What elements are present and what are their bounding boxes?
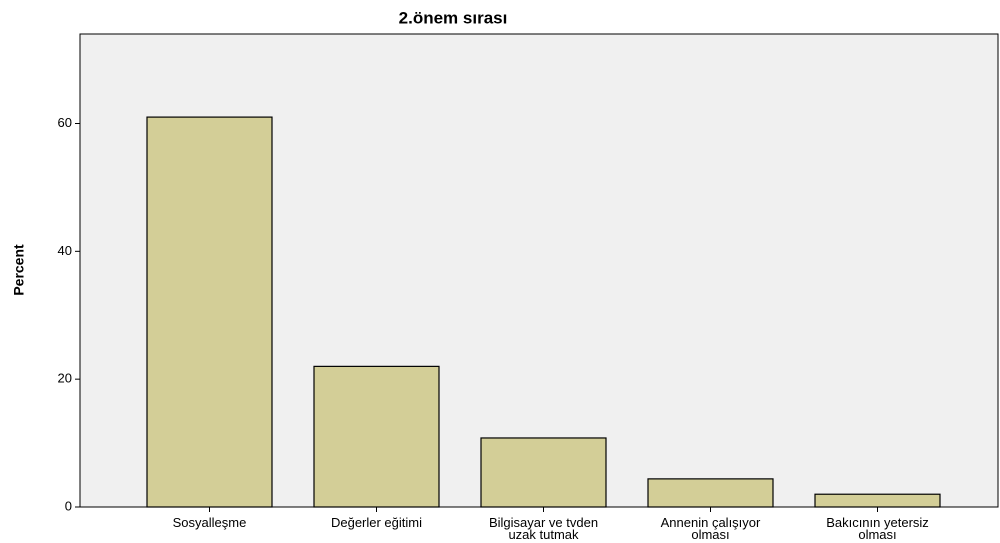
x-tick-label: Bilgisayar ve tvden uzak tutmak — [488, 515, 599, 542]
y-tick-label: 20 — [58, 371, 72, 386]
y-tick-label: 0 — [65, 498, 72, 513]
x-tick-label: Bakıcının yetersiz olması — [826, 515, 929, 542]
bar — [313, 365, 440, 508]
bar — [647, 478, 774, 508]
bar — [146, 116, 273, 508]
x-tick-label: Değerler eğitimi — [330, 515, 423, 530]
chart-title: 2.önem sırası — [399, 8, 508, 27]
y-tick-label: 60 — [58, 115, 72, 130]
x-tick-label: Sosyalleşme — [172, 515, 247, 530]
y-tick-label: 40 — [58, 243, 72, 258]
y-axis-label: Percent — [11, 244, 27, 296]
x-tick-label: Annenin çalışıyor olması — [660, 515, 761, 542]
bar — [814, 493, 941, 508]
bar — [480, 437, 607, 508]
